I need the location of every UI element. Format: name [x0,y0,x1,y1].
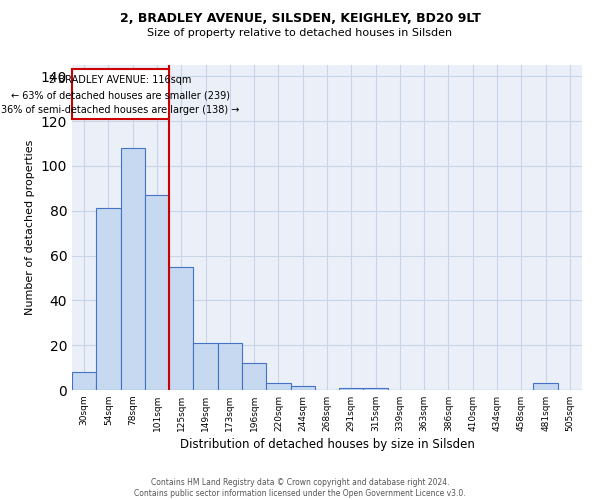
Bar [96,208,121,390]
Text: 2 BRADLEY AVENUE: 116sqm: 2 BRADLEY AVENUE: 116sqm [49,75,192,85]
Text: Size of property relative to detached houses in Silsden: Size of property relative to detached ho… [148,28,452,38]
Bar [533,384,558,390]
Bar [339,388,364,390]
FancyBboxPatch shape [72,70,169,119]
Bar [290,386,315,390]
Bar [169,266,193,390]
Y-axis label: Number of detached properties: Number of detached properties [25,140,35,315]
Bar [242,363,266,390]
Bar [145,195,169,390]
Bar [72,372,96,390]
Bar [218,343,242,390]
X-axis label: Distribution of detached houses by size in Silsden: Distribution of detached houses by size … [179,438,475,451]
Bar [266,384,290,390]
Bar [364,388,388,390]
Bar [121,148,145,390]
Bar [193,343,218,390]
Text: ← 63% of detached houses are smaller (239): ← 63% of detached houses are smaller (23… [11,90,230,100]
Text: 36% of semi-detached houses are larger (138) →: 36% of semi-detached houses are larger (… [1,105,240,115]
Text: 2, BRADLEY AVENUE, SILSDEN, KEIGHLEY, BD20 9LT: 2, BRADLEY AVENUE, SILSDEN, KEIGHLEY, BD… [119,12,481,26]
Text: Contains HM Land Registry data © Crown copyright and database right 2024.
Contai: Contains HM Land Registry data © Crown c… [134,478,466,498]
